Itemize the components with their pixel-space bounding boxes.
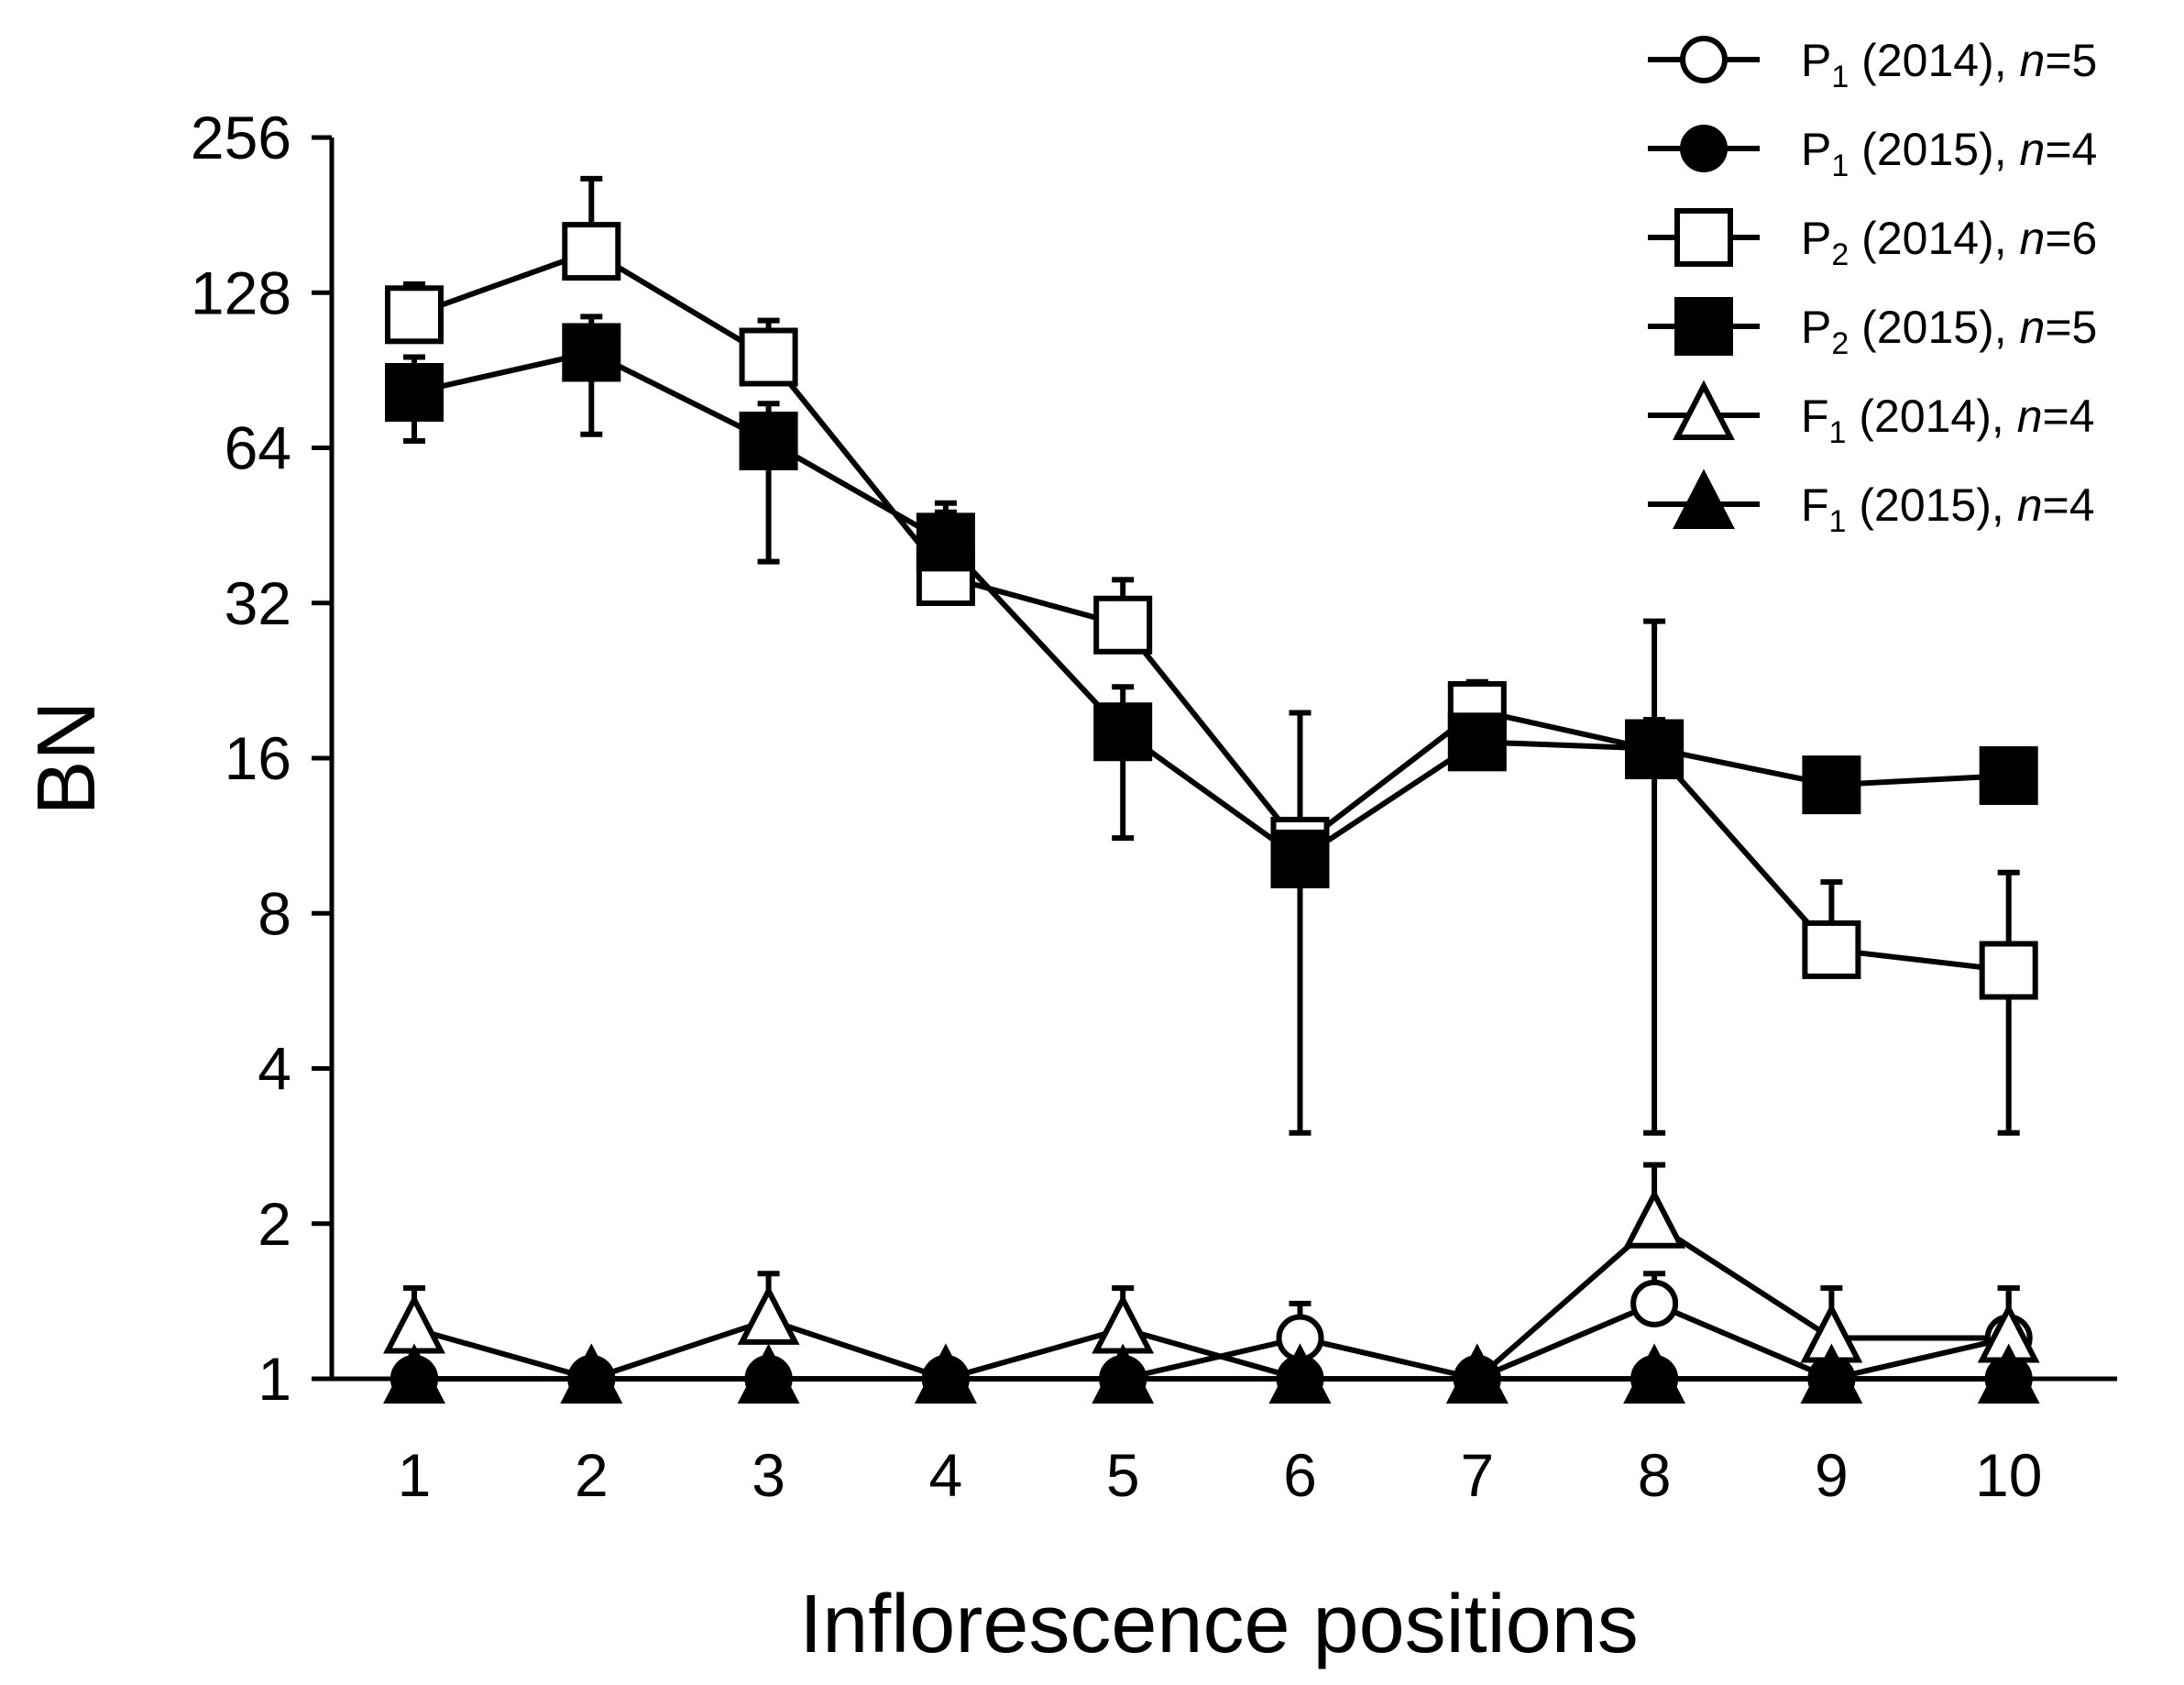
y-tick-label-1: 1	[258, 1345, 291, 1413]
marker-f1-2015-9	[1800, 1343, 1863, 1404]
marker-f1-2015-2	[560, 1343, 623, 1404]
x-tick-label-10: 10	[1975, 1441, 2042, 1509]
marker-p2-2014-1	[385, 285, 444, 345]
marker-f1-2015-4	[914, 1343, 977, 1404]
legend-item-p1-2015: P1 (2015), n=4	[1648, 124, 2097, 183]
x-tick-label-3: 3	[752, 1441, 785, 1509]
marker-p2-2015-8	[1625, 719, 1685, 778]
series-line-p2-2014	[412, 248, 2010, 974]
marker-p2-2014-3	[739, 327, 798, 387]
marker-p2-2015-2	[562, 323, 621, 382]
y-ticks: 1 2 4 8 16 32 64 128 256	[191, 104, 332, 1413]
legend-marker-p2-2014	[1674, 208, 1733, 267]
y-tick-label-4: 4	[258, 1035, 291, 1103]
x-tick-label-6: 6	[1283, 1441, 1317, 1509]
y-tick-label-8: 8	[258, 879, 291, 947]
error-bars	[403, 175, 2020, 1338]
series-lines	[412, 248, 2010, 1382]
marker-p1-2014-8	[1630, 1279, 1679, 1327]
marker-f1-2015-8	[1623, 1343, 1686, 1404]
marker-p2-2015-5	[1093, 702, 1153, 762]
legend-item-p1-2014: P1 (2014), n=5	[1648, 35, 2097, 94]
legend-label-p2-2015: P2 (2015), n=5	[1801, 302, 2097, 361]
legend: P1 (2014), n=5 P1 (2015), n=4 P2 (2014), n…	[1648, 35, 2097, 539]
marker-p2-2014-9	[1802, 920, 1861, 979]
marker-p2-2015-10	[1979, 746, 2038, 806]
marker-p2-2014-5	[1093, 595, 1153, 655]
series-line-p2-2015	[413, 349, 2009, 862]
legend-item-f1-2015: F1 (2015), n=4	[1648, 468, 2095, 539]
legend-marker-p1-2015	[1680, 125, 1728, 172]
x-tick-label-1: 1	[398, 1441, 432, 1509]
x-tick-label-8: 8	[1638, 1441, 1672, 1509]
marker-p2-2015-7	[1447, 712, 1507, 772]
legend-label-p1-2014: P1 (2014), n=5	[1801, 35, 2097, 94]
x-axis-title: Inflorescence positions	[799, 1579, 1639, 1670]
y-tick-label-2: 2	[258, 1190, 291, 1258]
marker-p2-2014-10	[1979, 941, 2038, 1000]
legend-item-p2-2014: P2 (2014), n=6	[1648, 208, 2097, 272]
marker-p2-2015-9	[1802, 755, 1861, 815]
legend-item-f1-2014: F1 (2014), n=4	[1648, 380, 2095, 450]
legend-label-p2-2014: P2 (2014), n=6	[1801, 213, 2097, 272]
marker-f1-2015-10	[1977, 1343, 2040, 1404]
y-tick-label-64: 64	[225, 414, 291, 482]
marker-f1-2015-3	[737, 1343, 800, 1404]
y-tick-label-32: 32	[225, 569, 291, 637]
marker-p2-2015-6	[1270, 829, 1330, 888]
legend-marker-f1-2014	[1673, 380, 1735, 440]
marker-f1-2014-1	[383, 1293, 445, 1354]
marker-f1-2015-1	[383, 1343, 445, 1404]
legend-label-f1-2015: F1 (2015), n=4	[1801, 479, 2095, 539]
series-line-p1-2014	[414, 1300, 2010, 1382]
marker-f1-2014-8	[1623, 1188, 1686, 1249]
marker-p2-2015-4	[916, 512, 975, 572]
marker-p2-2015-1	[385, 362, 444, 422]
marker-f1-2015-6	[1268, 1343, 1332, 1404]
y-axis-title: BN	[21, 700, 113, 815]
marker-f1-2014-5	[1092, 1293, 1155, 1354]
marker-f1-2014-3	[737, 1284, 800, 1345]
marker-p2-2015-3	[739, 411, 798, 470]
series-line-f1-2014	[413, 1220, 2009, 1382]
x-tick-label-7: 7	[1460, 1441, 1494, 1509]
x-tick-label-4: 4	[929, 1441, 963, 1509]
x-tick-label-2: 2	[575, 1441, 609, 1509]
legend-marker-p1-2014	[1680, 36, 1728, 83]
x-ticks: 1 2 3 4 5 6 7 8 9 10	[398, 1379, 2042, 1509]
markers	[383, 222, 2040, 1404]
legend-label-p1-2015: P1 (2015), n=4	[1801, 124, 2097, 183]
legend-marker-f1-2015	[1673, 468, 1735, 529]
x-tick-label-9: 9	[1815, 1441, 1849, 1509]
marker-f1-2015-7	[1445, 1343, 1509, 1404]
y-tick-label-16: 16	[225, 724, 291, 792]
x-tick-label-5: 5	[1106, 1441, 1140, 1509]
y-tick-label-256: 256	[191, 104, 291, 171]
marker-p2-2014-2	[562, 222, 621, 281]
legend-marker-p2-2015	[1674, 297, 1733, 356]
legend-label-f1-2014: F1 (2014), n=4	[1801, 391, 2095, 450]
legend-item-p2-2015: P2 (2015), n=5	[1648, 297, 2097, 361]
y-tick-label-128: 128	[191, 259, 291, 326]
marker-f1-2015-5	[1092, 1343, 1155, 1404]
